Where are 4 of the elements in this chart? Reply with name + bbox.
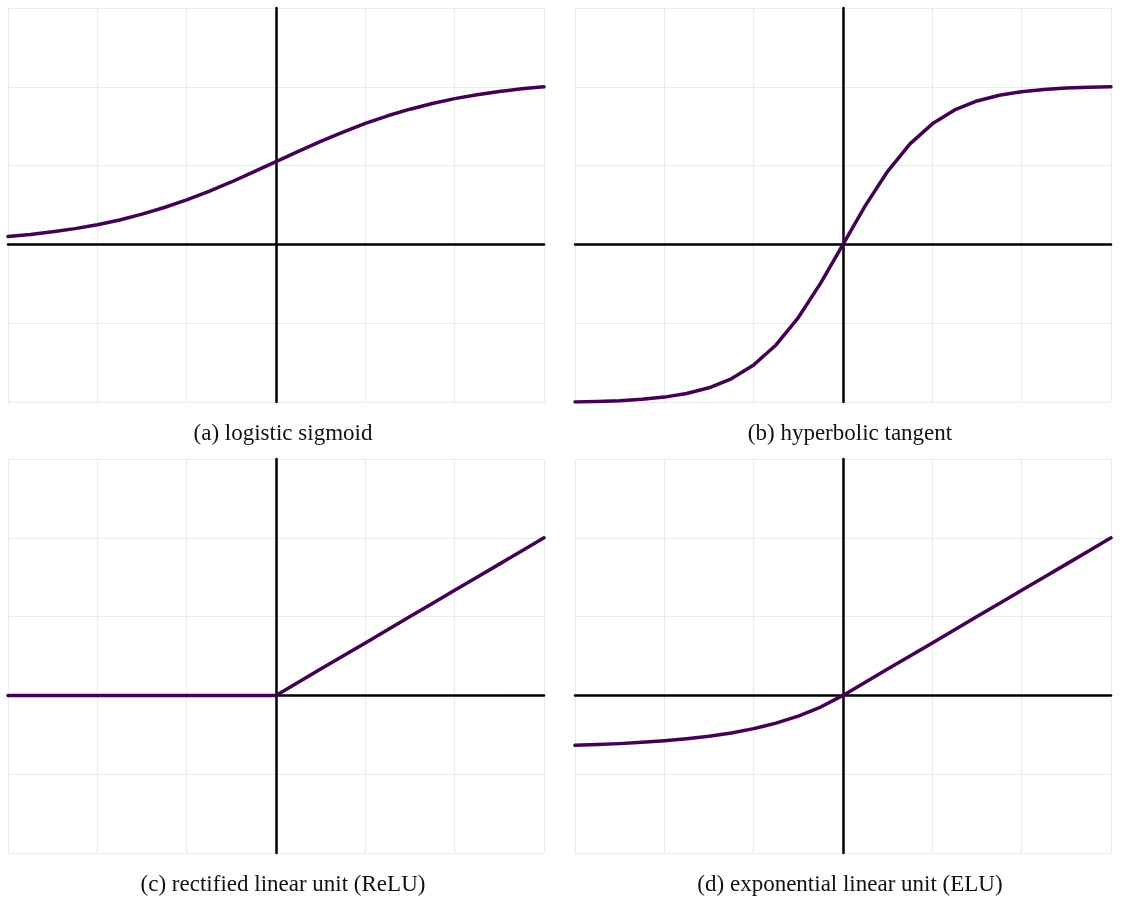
text: (c) rectified linear unit (ReLU) xyxy=(140,871,426,896)
text: (d) exponential linear unit (ELU) xyxy=(697,871,1003,896)
text: (b) hyperbolic tangent xyxy=(747,420,953,445)
text: (a) logistic sigmoid xyxy=(193,420,373,445)
